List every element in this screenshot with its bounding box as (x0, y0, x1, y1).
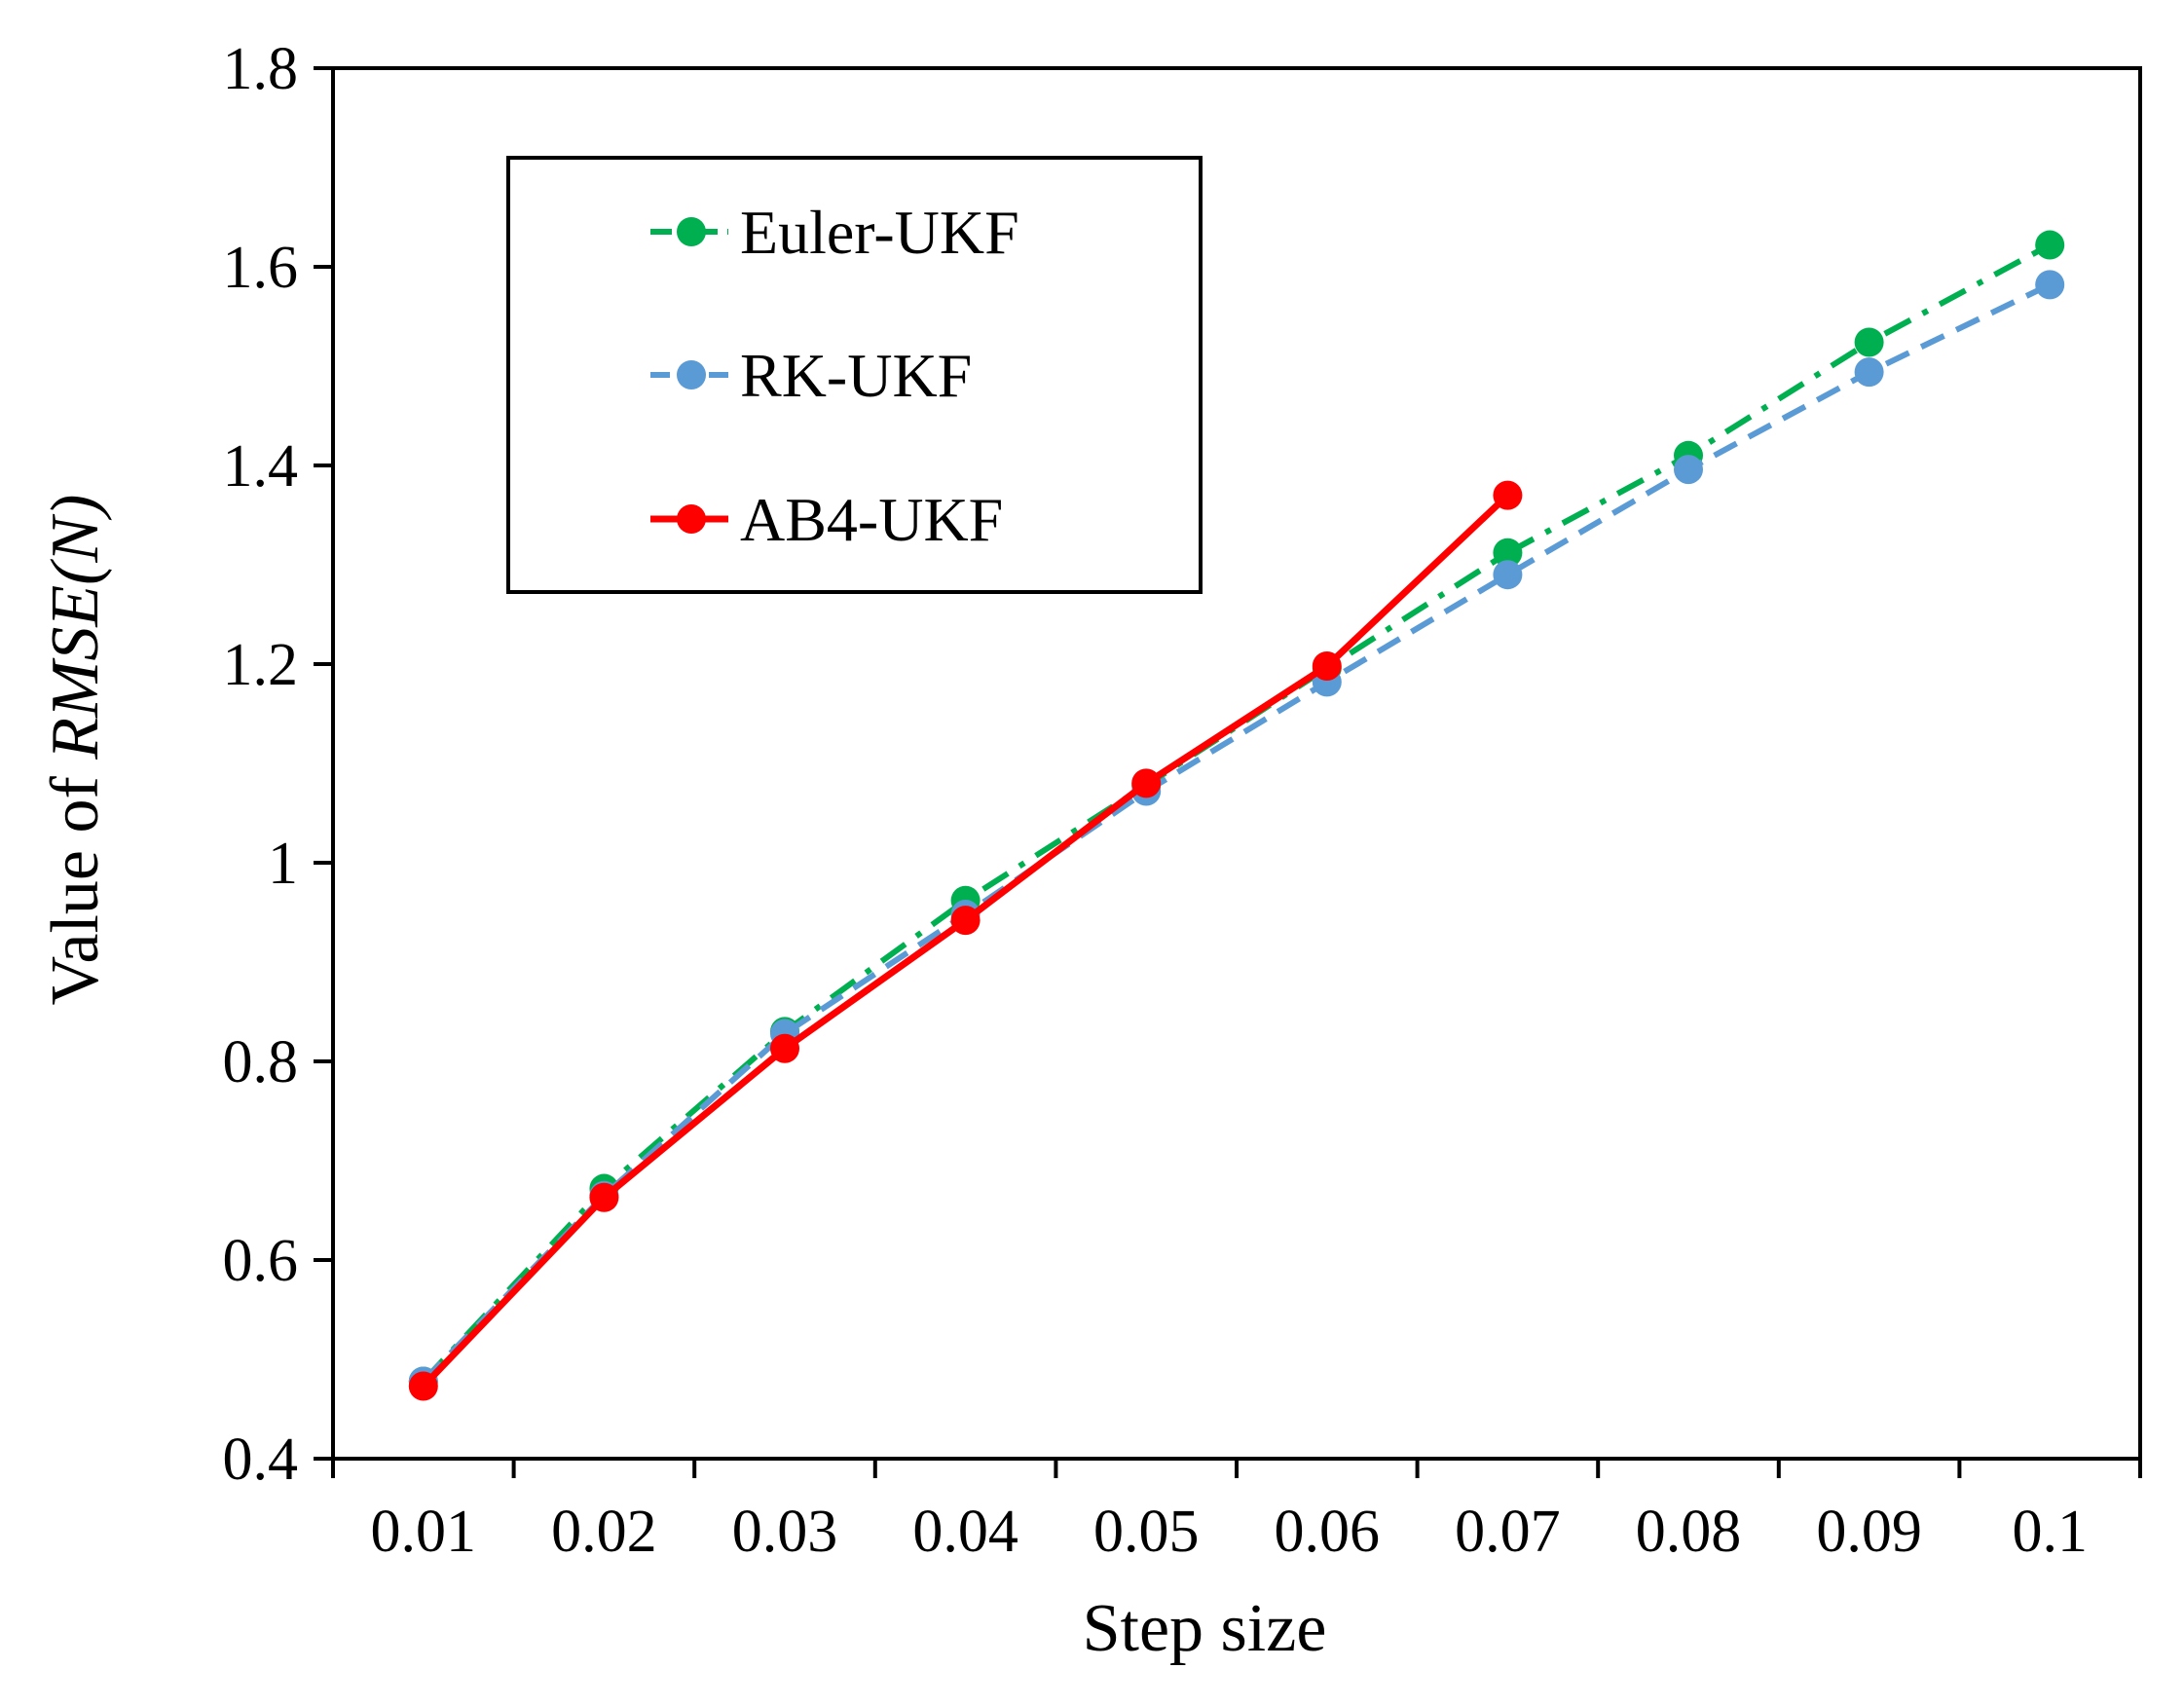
legend-label: Euler-UKF (740, 198, 1019, 267)
y-tick-label: 1.4 (223, 433, 299, 500)
x-tick-label: 0.02 (551, 1499, 657, 1565)
series-line (421, 241, 2052, 1384)
legend-swatch-marker (677, 504, 706, 534)
y-axis-title-italic: RMSE(N) (38, 495, 113, 760)
legend-label: RK-UKF (740, 341, 972, 410)
series-ab4-ukf (408, 480, 1523, 1401)
data-point (1854, 357, 1884, 388)
y-tick-label: 1.6 (223, 235, 299, 301)
y-tick-label: 1 (268, 831, 298, 897)
x-tick-label: 0.06 (1275, 1499, 1381, 1565)
legend-label: AB4-UKF (740, 485, 1003, 554)
x-tick-label: 0.08 (1636, 1499, 1742, 1565)
data-point (1493, 560, 1523, 590)
data-point (770, 1033, 799, 1063)
x-tick-label: 0.1 (2012, 1499, 2088, 1565)
data-point (408, 1371, 438, 1401)
legend-swatch-marker (677, 217, 706, 246)
data-point (1493, 538, 1523, 568)
y-tick-label: 0.6 (223, 1228, 299, 1294)
data-point (1131, 768, 1162, 798)
data-point (1674, 455, 1703, 485)
y-tick-label: 1.8 (223, 36, 299, 102)
data-point (2035, 270, 2065, 300)
x-tick-label: 0.03 (732, 1499, 838, 1565)
x-tick-label: 0.07 (1455, 1499, 1561, 1565)
data-point (2035, 230, 2065, 260)
x-tick-label: 0.04 (912, 1499, 1018, 1565)
x-tick-label: 0.01 (371, 1499, 477, 1565)
data-point (950, 906, 981, 936)
legend-item: Euler-UKF (650, 198, 1019, 267)
legend-box (506, 156, 1203, 594)
data-point (1854, 327, 1884, 357)
y-axis-title: Value of RMSE(N) (38, 495, 113, 1006)
data-point (1312, 651, 1342, 682)
y-tick-label: 0.4 (223, 1427, 299, 1493)
data-point (1493, 480, 1523, 510)
y-tick-label: 0.8 (223, 1029, 299, 1095)
legend-swatch-marker (677, 360, 706, 389)
x-tick-label: 0.05 (1093, 1499, 1200, 1565)
legend-item: RK-UKF (650, 341, 972, 410)
data-point (589, 1182, 619, 1212)
x-tick-label: 0.09 (1816, 1499, 1922, 1565)
y-axis-title-prefix: Value of (38, 760, 113, 1006)
legend-item: AB4-UKF (650, 485, 1003, 554)
y-tick-label: 1.2 (223, 632, 299, 698)
x-axis-title: Step size (1083, 1591, 1327, 1666)
